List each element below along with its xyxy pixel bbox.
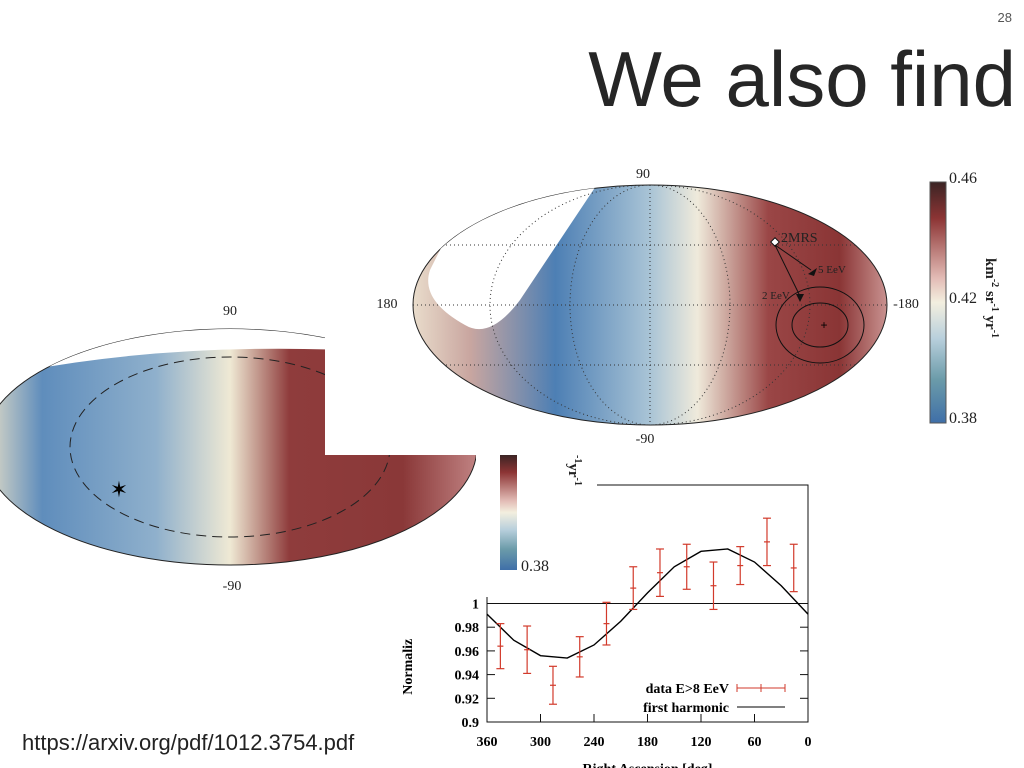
colorbar-label: 0.38 [521,558,549,575]
data-point [762,517,771,567]
colorbar [500,455,517,570]
legend-label: first harmonic [643,701,729,716]
y-tick-label: 0.92 [455,692,480,707]
x-tick-label: 60 [748,735,762,750]
label: 5 EeV [818,264,846,276]
label: 2MRS [781,231,818,246]
data-point [496,623,505,670]
label: 90 [636,167,650,182]
y-tick-label: 0.9 [462,716,480,731]
x-axis-label: Right Ascension [deg] [583,762,713,768]
source-marker [770,237,780,247]
unit-part: yr [565,463,581,478]
unit-part: -2 [989,279,1000,287]
slide-title: We also find [588,35,1016,123]
label: -90 [636,432,655,447]
data-point [709,561,718,611]
y-tick-label: 0.94 [455,669,480,684]
data-point [682,543,691,590]
graticule [413,185,887,425]
y-axis-label: Normaliz [401,639,416,695]
x-tick-label: 360 [477,735,498,750]
plot: 0.9 0.92 0.94 0.96 0.98 1 360 300 240 180 120 60 0 No… [401,484,812,768]
arrow-head [808,268,817,276]
colorbar-label: 0.42 [949,290,977,307]
colorbar-label: 0.38 [949,410,977,427]
unit-part: -1 [572,455,583,463]
arrow [774,244,800,295]
colorbar-label: 0.46 [949,170,977,187]
data-point [629,566,638,611]
unit-part: -1 [989,303,1000,311]
arrow [774,244,812,271]
label: 180 [377,297,398,312]
harmonic-line [486,548,809,659]
colorbar-title: km-2 sr-1 yr-1 [982,258,1000,338]
data-point [602,601,611,646]
star-marker: ✶ [110,477,128,502]
slide-number: 28 [998,10,1012,25]
center-mark: + [820,318,827,332]
texts: 28 We also find https://arxiv.org/pdf/1012… [22,10,1016,755]
x-tick-label: 240 [584,735,605,750]
x-tick-label: 120 [691,735,712,750]
data-point [575,636,584,678]
data-point [523,625,532,675]
y-tick-label: 0.96 [455,645,480,660]
colorbar-title: -1yr-1 [565,455,583,486]
y-tick-label: 1 [472,598,479,613]
data-point [548,665,557,705]
y-tick-label: 0.98 [455,621,480,636]
data-point [736,546,745,586]
data-point [655,548,664,597]
unit-part: -1 [572,478,583,486]
label: 2 EeV [762,290,790,302]
contour [775,286,865,364]
colorbar [929,181,947,424]
label: -180 [893,297,919,312]
label: 90 [223,304,237,319]
unit-part: -1 [989,330,1000,338]
x-tick-label: 180 [637,735,658,750]
map-cutout [0,329,477,380]
x-tick-label: 300 [530,735,551,750]
link-text: https://arxiv.org/pdf/1012.3754.pdf [22,730,355,755]
data-point [789,543,798,593]
x-tick-label: 0 [805,735,812,750]
arrow-head [796,294,804,302]
label: -90 [223,579,242,594]
unit-part: yr [982,312,998,330]
unit-part: sr [982,287,998,304]
contour [791,302,849,348]
figure-background [476,440,597,597]
unit-part: km [982,258,998,279]
legend-label: data E>8 EeV [646,682,729,697]
